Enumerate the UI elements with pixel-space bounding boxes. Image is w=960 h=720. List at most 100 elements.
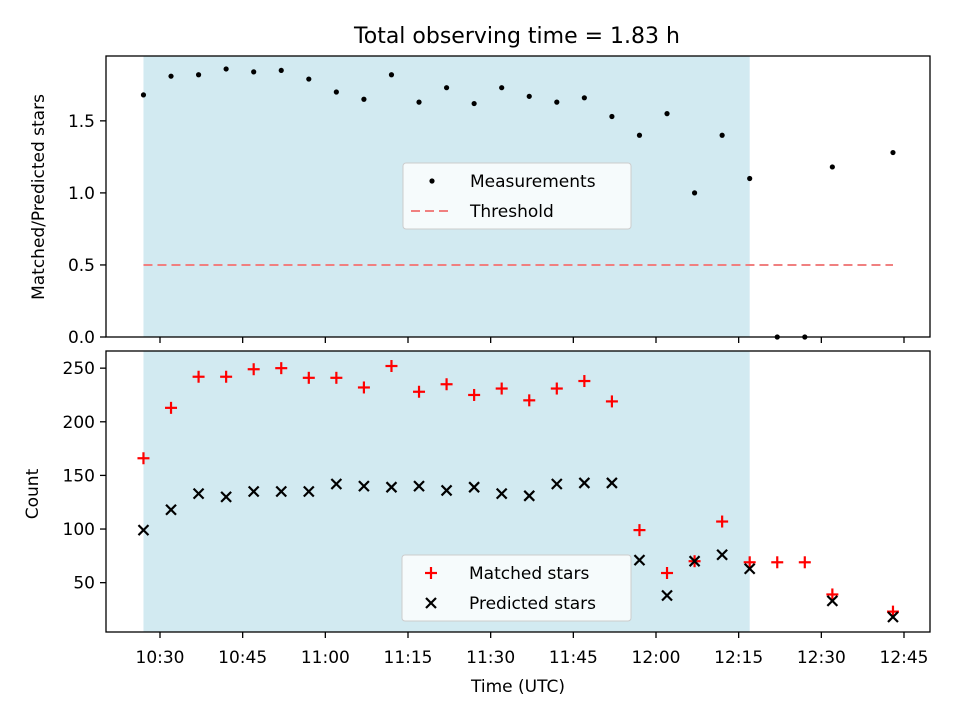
legend-measurements-label: Measurements [470,172,596,192]
matched-star-point [468,388,481,401]
x-tick-label: 12:30 [797,648,846,668]
predicted-marker-b [688,555,701,567]
predicted-star-point [330,478,343,490]
matched-star-point [275,362,288,375]
matched-star-point [385,360,398,373]
matched-star-point [137,452,150,465]
predicted-stars-points [137,477,899,623]
matched-star-point [743,556,756,569]
predicted-star-point [551,478,563,490]
matched-star-point [357,381,370,394]
matched-star-point [605,395,618,408]
x-axis-label: Time (UTC) [470,677,565,697]
predicted-star-point [743,562,756,575]
predicted-marker-b [551,478,563,490]
predicted-marker-b [385,481,398,493]
legend-matched-label: Matched stars [469,564,589,584]
measurement-point [168,73,174,79]
bottom-x-ticks: 10:30 10:45 11:00 11:15 11:30 11:45 12:00 12:15… [136,632,929,668]
measurement-point [664,111,670,117]
predicted-marker-b [661,589,673,602]
predicted-marker-b [523,490,536,502]
measurement-point [747,175,753,182]
x-tick-label: 11:15 [384,648,433,668]
predicted-star-point [192,487,205,500]
predicted-marker-b [330,478,343,490]
matched-star-point [826,588,839,601]
top-y-ticks: 0.0 0.5 1.0 1.5 [68,112,106,348]
x-tick-label: 11:30 [466,648,515,668]
bottom-y-tick-label: 150 [63,466,95,486]
x-tick-label: 12:00 [632,648,681,668]
measurement-point [526,93,532,99]
predicted-marker-b [468,481,480,493]
bottom-plot-frame [105,350,931,633]
chart-title: Total observing time = 1.83 h [353,24,680,49]
x-tick-label: 11:00 [301,648,350,668]
measurement-point [278,67,284,74]
predicted-star-point [247,485,260,498]
predicted-star-point [495,487,508,500]
measurement-point [443,85,450,91]
matched-star-point [633,524,646,537]
legend-predicted-marker [425,597,437,609]
predicted-star-point [468,481,480,493]
x-tick-label: 11:45 [549,648,598,668]
predicted-star-point [661,589,673,602]
predicted-marker-b [495,487,508,500]
matched-star-point [578,375,591,388]
measurement-point [499,85,505,91]
matched-star-point [550,382,563,395]
predicted-marker-b [633,554,646,566]
matched-star-point [440,378,453,391]
predicted-star-point [358,480,370,492]
predicted-marker-b [578,477,591,489]
measurement-point [554,99,560,105]
legend-predicted-label: Predicted stars [469,594,596,614]
top-x-ticks [159,337,905,343]
predicted-marker-b [165,503,177,516]
predicted-marker-b [413,480,425,492]
measurement-point [195,72,202,78]
matched-star-point [220,370,233,383]
bottom-y-tick-label: 50 [73,574,95,594]
matched-star-point [192,370,205,383]
bottom-legend-box [401,554,632,622]
matched-star-point [302,371,315,384]
predicted-marker-b [606,477,618,489]
bottom-y-axis-label: Count [23,468,43,519]
predicted-star-point [220,491,232,503]
predicted-star-point [165,503,177,516]
top-plot-frame [105,55,931,338]
predicted-star-point [887,611,899,623]
count-panel: 50 100 150 200 250 10:30 10:45 11:00 11:15 11:30… [23,350,931,697]
measurement-point [416,99,422,105]
predicted-star-point [275,485,288,498]
matched-star-point [495,382,508,395]
top-y-tick-label: 1.0 [68,184,95,204]
top-y-tick-label: 0.0 [68,328,95,348]
legend-measurement-marker [429,178,435,184]
bottom-y-ticks: 50 100 150 200 250 [63,359,106,594]
predicted-star-point [523,490,536,502]
predicted-marker-b [275,485,288,498]
predicted-star-point [716,549,728,561]
predicted-marker-b [303,485,315,498]
matched-star-point [165,401,178,414]
ratio-panel: 0.0 0.5 1.0 1.5 Matched/Predicted stars Mea… [29,55,931,348]
measurement-point [251,69,257,75]
bottom-y-tick-label: 250 [63,359,95,379]
bottom-y-tick-label: 200 [63,413,95,433]
measurement-point [719,132,725,138]
measurement-point [140,92,147,98]
measurement-point [581,95,587,101]
predicted-star-point [303,485,315,498]
matched-star-point [661,567,674,580]
top-y-axis-label: Matched/Predicted stars [29,94,49,300]
predicted-star-point [440,484,453,497]
legend-threshold-label: Threshold [469,202,554,222]
predicted-marker-b [358,480,370,492]
x-tick-label: 10:30 [136,648,185,668]
matched-star-point [798,556,811,569]
